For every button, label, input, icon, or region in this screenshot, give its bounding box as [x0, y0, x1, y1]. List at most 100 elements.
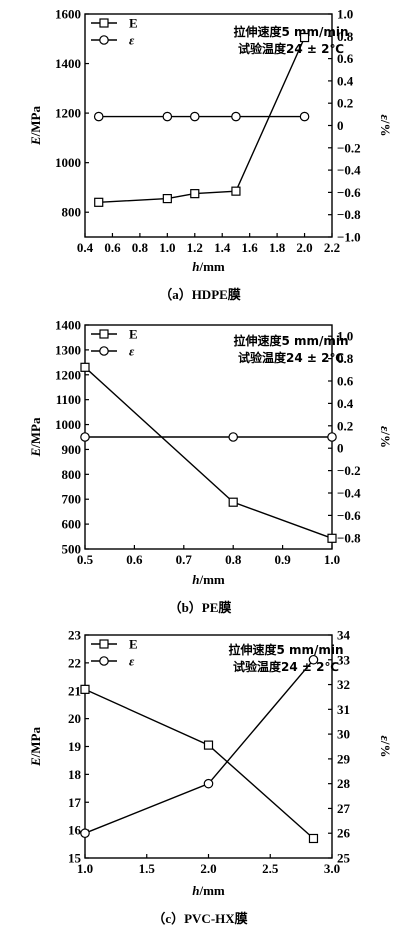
chart2-point-E	[80, 362, 90, 372]
chart1-legend: Eε	[91, 16, 138, 48]
chart3-y2-tick-label: 25	[337, 851, 351, 866]
chart3-y2-tick-label: 27	[337, 801, 351, 816]
chart1-y-tick-label: 1600	[55, 7, 81, 22]
chart3-y-tick-label: 15	[68, 851, 82, 866]
chart3-x-tick-label: 1.0	[77, 861, 93, 876]
chart2-legend: Eε	[91, 327, 138, 359]
chart3-series-E-line	[84, 688, 314, 840]
chart1-x-tick-label: 1.8	[269, 240, 286, 255]
chart3-legend: Eε	[91, 637, 138, 669]
chart1-y2-tick-label: 0.8	[337, 29, 354, 44]
chart3-x-tick-label: 3.0	[324, 861, 340, 876]
chart1-point-E	[299, 32, 310, 43]
chart2-y2-tick-label: 0.4	[337, 396, 354, 411]
chart2-y2-tick-label: 0	[337, 441, 344, 456]
chart1-y2-tick-label: −0.6	[337, 185, 361, 200]
chart2-point-E	[228, 497, 238, 507]
chart2-x-tick-label: 0.5	[77, 552, 94, 567]
chart3-point-epsilon	[203, 778, 214, 789]
chart1-y-tick-label: 1200	[55, 106, 81, 121]
chart1: 0.4 0.6 0.8 1.0 1.2 1.4 1.6 1.8 2.0 2.2 800 1000 120…	[28, 7, 393, 303]
chart1-x-tick-label: 1.0	[159, 240, 175, 255]
chart3-y-tick-label: 21	[68, 683, 81, 698]
chart1-y2-tick-label: 0.4	[337, 73, 354, 88]
chart3-y2-tick-label: 32	[337, 677, 350, 692]
legend-marker-epsilon	[99, 656, 109, 666]
chart2-point-epsilon	[228, 432, 238, 442]
chart1-point-E	[162, 193, 172, 204]
chart3-y-tick-label: 19	[68, 739, 82, 754]
chart2-y2-axis-label: ε/%	[378, 426, 393, 448]
chart1-y-axis-label: E/MPa	[28, 106, 43, 146]
chart2-y-tick-label: 1200	[55, 367, 81, 382]
chart1-y2-tick-label: −0.8	[337, 207, 361, 222]
chart1-y2-tick-label: 0.6	[337, 51, 354, 66]
legend-label-E: E	[129, 16, 138, 31]
chart3: 1.0 1.5 2.0 2.5 3.0 15 16 17 18 19 20 21 22 23 25 26 27 2…	[28, 628, 393, 927]
chart1-caption: （a）HDPE膜	[159, 287, 241, 302]
chart1-y-tick-label: 1400	[55, 56, 81, 71]
legend-label-epsilon: ε	[129, 344, 135, 359]
chart2-x-axis-label: h/mm	[192, 572, 225, 587]
chart3-point-epsilon	[80, 828, 90, 839]
chart1-y2-tick-label: 0	[337, 118, 344, 133]
chart3-y2-tick-label: 30	[337, 727, 350, 742]
legend-label-E: E	[129, 637, 138, 652]
legend-marker-E	[99, 18, 109, 28]
chart1-point-epsilon	[189, 111, 200, 122]
chart3-point-E	[80, 684, 90, 694]
chart1-point-epsilon	[162, 111, 173, 122]
chart2-y-tick-label: 800	[62, 467, 82, 482]
chart1-y2-axis-label: ε/%	[378, 115, 393, 137]
chart1-y2-tick-label: −1.0	[337, 230, 361, 245]
legend-label-E: E	[129, 327, 138, 342]
chart1-point-epsilon	[231, 111, 241, 122]
chart2-x-tick-label: 0.7	[176, 552, 193, 567]
legend-marker-epsilon	[99, 346, 109, 356]
chart2-x-tick-label: 0.6	[126, 552, 143, 567]
chart2-y2-tick-label: 0.2	[337, 418, 353, 433]
chart1-x-tick-label: 0.6	[104, 240, 121, 255]
chart2-x-tick-label: 0.9	[274, 552, 291, 567]
chart3-y2-tick-label: 33	[337, 652, 351, 667]
chart2-series-E-line	[84, 366, 333, 539]
chart2-y-axis-label: E/MPa	[28, 417, 43, 457]
chart2-y2-tick-label: 0.6	[337, 374, 354, 389]
chart3-y2-tick-label: 26	[337, 826, 351, 841]
chart1-x-tick-label: 0.8	[132, 240, 149, 255]
chart2-y-tick-label: 700	[62, 492, 82, 507]
chart3-y2-tick-label: 34	[337, 628, 351, 643]
chart3-y-tick-label: 16	[68, 823, 82, 838]
chart2-annotation-temperature: 试验温度24 ± 2℃	[238, 350, 344, 365]
chart2-point-E	[327, 533, 337, 543]
chart2: 0.5 0.6 0.7 0.8 0.9 1.0 500 600 700 800 900 1000 110…	[28, 318, 393, 616]
chart2-point-epsilon	[327, 432, 337, 442]
chart1-y2-tick-label: 0.2	[337, 96, 353, 111]
chart2-y-tick-label: 1300	[55, 342, 81, 357]
chart1-x-tick-label: 1.4	[214, 240, 231, 255]
legend-label-epsilon: ε	[129, 654, 135, 669]
chart1-y-tick-label: 800	[62, 205, 82, 220]
legend-marker-E	[99, 639, 109, 649]
chart1-point-E	[94, 197, 104, 207]
chart3-y2-axis-label: ε/%	[378, 736, 393, 758]
chart2-point-epsilon	[80, 432, 90, 442]
chart1-point-epsilon	[93, 111, 104, 122]
chart3-y2-tick-label: 31	[337, 702, 350, 717]
chart1-y-tick-label: 1000	[55, 155, 81, 170]
legend-marker-epsilon	[99, 35, 109, 45]
chart1-x-tick-label: 2.0	[296, 240, 312, 255]
chart1-x-tick-label: 1.2	[187, 240, 203, 255]
chart2-y-tick-label: 1100	[56, 392, 81, 407]
chart2-y2-tick-label: −0.4	[337, 486, 361, 501]
chart3-x-axis-label: h/mm	[192, 883, 225, 898]
chart3-caption: （c）PVC-HX膜	[152, 911, 247, 926]
chart3-point-epsilon	[308, 654, 319, 665]
chart2-caption: （b）PE膜	[169, 600, 232, 615]
chart3-y2-tick-label: 28	[337, 776, 351, 791]
chart2-y-tick-label: 1400	[55, 318, 81, 333]
chart2-y2-tick-label: −0.2	[337, 463, 361, 478]
chart1-y2-tick-label: −0.4	[337, 163, 361, 178]
chart1-y2-tick-label: 1.0	[337, 7, 353, 22]
chart3-x-tick-label: 1.5	[139, 861, 156, 876]
